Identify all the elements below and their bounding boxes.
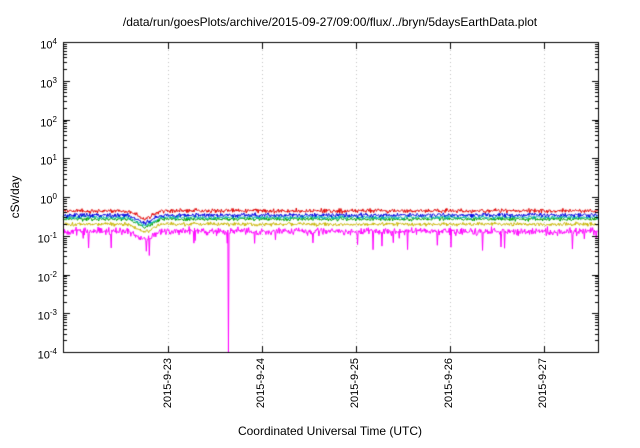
x-axis-label: Coordinated Universal Time (UTC): [237, 424, 423, 438]
x-tick-label: 2015-9-26: [443, 358, 456, 409]
y-tick-label: 100: [40, 192, 57, 207]
x-tick-label: 2015-9-27: [537, 358, 550, 409]
y-tick-label: 10-3: [37, 308, 57, 323]
x-tick-label: 2015-9-25: [349, 358, 362, 409]
y-tick-label: 104: [40, 37, 57, 52]
chart-title: /data/run/goesPlots/archive/2015-09-27/0…: [122, 15, 538, 29]
y-tick-label: 10-1: [37, 230, 57, 246]
y-tick-label: 10-4: [37, 347, 57, 362]
x-tick-label: 2015-9-23: [161, 358, 174, 409]
y-tick-label: 10-2: [37, 269, 57, 285]
y-tick-label: 101: [40, 153, 57, 168]
x-tick-label: 2015-9-24: [255, 358, 268, 409]
y-tick-label: 102: [40, 114, 57, 130]
y-tick-label: 103: [40, 75, 57, 91]
